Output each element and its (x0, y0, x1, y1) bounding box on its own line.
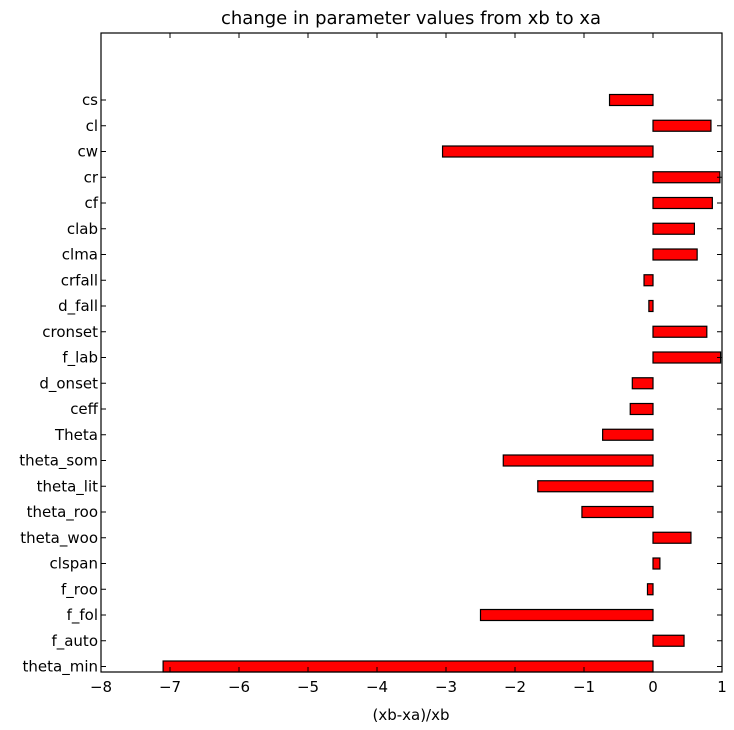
bar-d_onset (631, 377, 654, 390)
y-tick-label: cf (84, 194, 98, 212)
x-tick-label: −8 (90, 678, 112, 696)
x-axis-label: (xb-xa)/xb (372, 706, 449, 724)
x-tick-label: −3 (435, 678, 457, 696)
y-tick-label: cw (77, 143, 98, 161)
bar-f_roo (646, 583, 654, 596)
bar-d_fall (648, 299, 654, 313)
bar-theta_woo (652, 531, 692, 544)
y-tick-label: clspan (50, 555, 98, 573)
bar-f_lab (652, 351, 722, 364)
y-tick-label: Theta (54, 426, 98, 444)
bar-clma (652, 248, 698, 261)
bar-crfall (643, 274, 654, 287)
y-tick-label: theta_roo (27, 503, 98, 522)
plot-area: −8 −7 −6 −5 −4 −3 −2 −1 0 1 theta_min f_auto f_fol f_… (19, 32, 727, 696)
y-tick-label: crfall (61, 271, 98, 289)
x-tick-label: −7 (159, 678, 181, 696)
y-tick-label: theta_woo (20, 529, 98, 548)
y-tick-label: cr (84, 168, 99, 186)
y-tick-label: f_roo (61, 580, 98, 599)
y-tick-label: f_auto (51, 632, 98, 651)
bar-theta_lit (537, 480, 654, 493)
y-tick-label: clab (67, 220, 98, 238)
bar-clspan (652, 557, 661, 570)
y-tick-label: theta_som (19, 452, 98, 471)
y-tick-label: cl (86, 117, 98, 135)
bar-theta_som (502, 454, 654, 467)
x-tick-label: 0 (648, 678, 658, 696)
bar-cr (652, 171, 721, 184)
x-tick-label: −5 (297, 678, 319, 696)
bar-Theta (602, 428, 654, 441)
bar-clab (652, 222, 696, 235)
plot-frame (100, 32, 723, 673)
bar-cl (652, 119, 712, 132)
chart-title: change in parameter values from xb to xa (221, 8, 601, 29)
y-tick-label: cronset (42, 323, 98, 341)
x-tick-label: −2 (504, 678, 526, 696)
y-tick-label: d_fall (58, 297, 98, 316)
bar-f_auto (652, 634, 685, 647)
y-tick-label: d_onset (39, 374, 98, 393)
bar-cs (608, 93, 654, 107)
bar-ceff (629, 402, 654, 416)
y-tick-label: f_fol (67, 606, 98, 625)
y-tick-label: theta_lit (37, 477, 99, 496)
y-tick-label: f_lab (62, 349, 98, 368)
x-tick-label: −1 (573, 678, 595, 696)
y-tick-label: theta_min (23, 658, 98, 677)
y-tick-label: clma (62, 246, 98, 264)
y-tick-label: ceff (70, 400, 98, 418)
x-tick-label: −6 (228, 678, 250, 696)
bar-theta_min (162, 660, 654, 673)
x-tick-label: −4 (366, 678, 388, 696)
bar-cf (652, 196, 713, 210)
bar-cronset (652, 325, 708, 338)
y-tick-label: cs (82, 91, 98, 109)
bar-f_fol (479, 608, 654, 622)
bar-theta_roo (581, 505, 654, 519)
bar-cw (441, 145, 654, 158)
x-tick-label: 1 (717, 678, 727, 696)
